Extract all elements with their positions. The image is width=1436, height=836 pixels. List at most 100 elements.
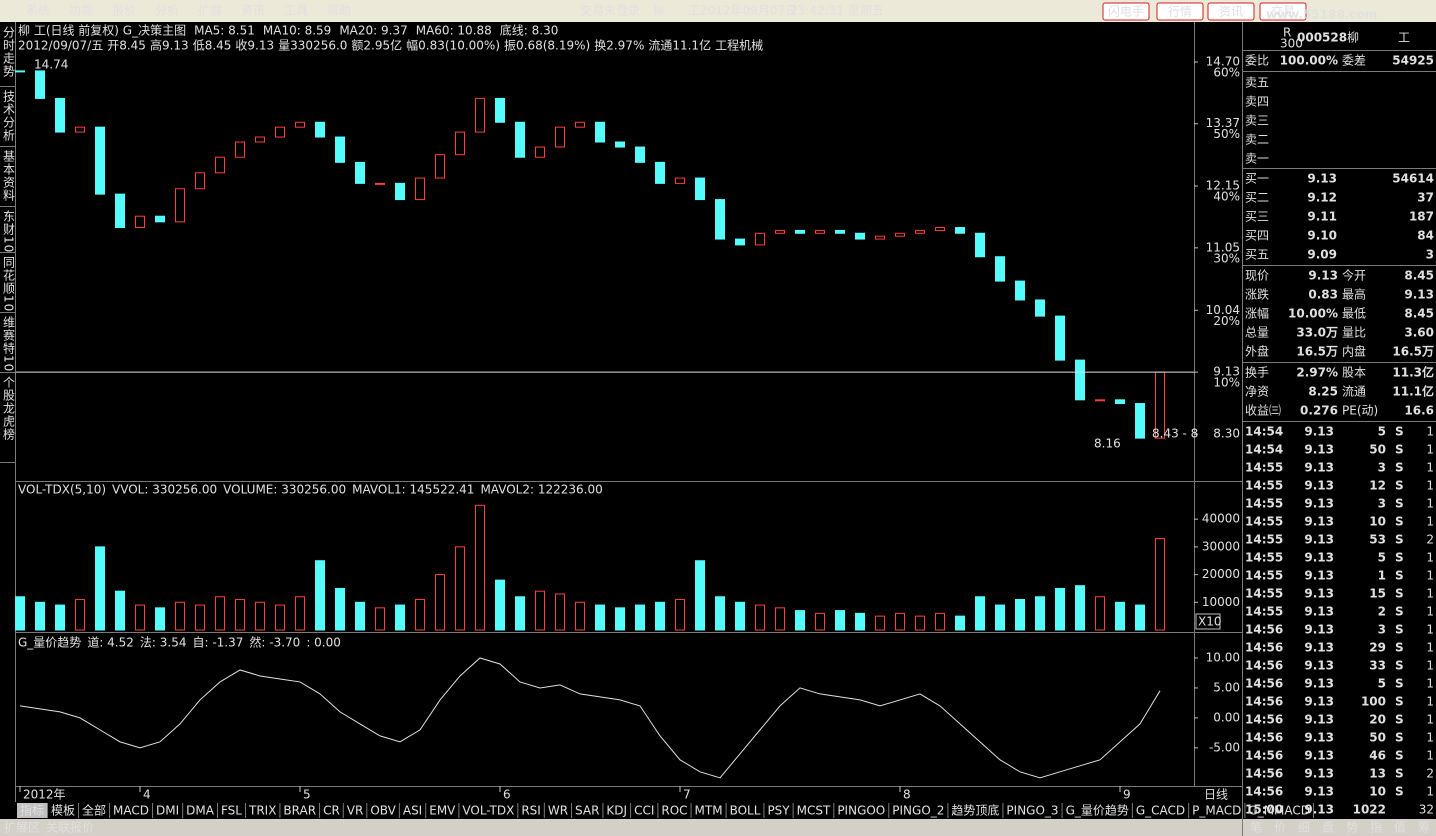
extra-tab[interactable]: 扩展区 — [4, 821, 40, 835]
indicator-tab[interactable]: CCI — [634, 804, 654, 818]
indicator-tab[interactable]: KDJ — [606, 804, 627, 818]
menu-item[interactable]: 工具 — [284, 4, 308, 18]
menu-item[interactable]: 报价 — [112, 3, 136, 18]
volume-bar — [135, 604, 145, 631]
x-tick-label: 8 — [903, 788, 911, 802]
indicator-tab[interactable]: CR — [323, 804, 340, 818]
menu-item[interactable]: 资讯 — [241, 4, 265, 18]
quote-tab[interactable]: 筹 — [1418, 821, 1430, 835]
tick-side: S — [1395, 731, 1404, 745]
tick-volume: 33 — [1369, 659, 1386, 673]
quote-tab[interactable]: 笔 — [1250, 820, 1262, 835]
side-tab[interactable]: 东财10 — [2, 210, 16, 254]
indicator-tab[interactable]: DMI — [156, 804, 179, 818]
quote-tab[interactable]: 细 — [1298, 821, 1310, 835]
indicator-tab[interactable]: RSI — [521, 804, 541, 818]
candle — [435, 154, 445, 179]
extra-tab[interactable]: 关联报价 — [46, 820, 94, 835]
menu-item[interactable]: 功能 — [69, 4, 93, 18]
menu-button[interactable] — [1259, 2, 1307, 21]
tick-count: 1 — [1426, 785, 1434, 799]
tick-count: 2 — [1426, 767, 1434, 781]
chart-header: 柳 工(日线 前复权) G_决策主图 — [18, 23, 186, 38]
indicator-tab[interactable]: ROC — [661, 804, 687, 818]
side-tab[interactable]: 技术分析 — [2, 90, 16, 142]
indicator-tab[interactable]: PINGO_3 — [1006, 804, 1058, 818]
indicator-tab[interactable]: MACD — [113, 804, 149, 818]
volume-bar — [315, 560, 325, 631]
menu-item[interactable]: 系统 — [26, 4, 50, 18]
indicator-tab[interactable]: MTM — [695, 804, 723, 818]
indicator-tab[interactable]: P_MACD — [1192, 804, 1241, 818]
menu-button-label[interactable]: 交易 — [1271, 4, 1295, 19]
menu-button-label[interactable]: 资讯 — [1219, 5, 1243, 19]
candle — [655, 161, 665, 184]
menu-item[interactable]: 扩展 — [198, 4, 222, 18]
y-tick-label: 13.37 — [1206, 116, 1240, 130]
pct-label: 10% — [1213, 376, 1240, 390]
side-tab[interactable]: 分时走势 — [2, 26, 16, 78]
indicator-tab[interactable]: PINGOO — [837, 804, 885, 818]
indicator-tab[interactable]: G_量价趋势 — [1066, 804, 1129, 818]
side-tab[interactable]: 同花顺10 — [2, 256, 16, 312]
menu-button-label[interactable]: 闪电手 — [1108, 5, 1144, 19]
quote-tab[interactable]: 值 — [1394, 820, 1406, 835]
indicator-tab[interactable]: MCST — [797, 804, 831, 818]
indicator-tab[interactable]: G_CACD — [1136, 804, 1185, 818]
y-tick-label: -5.00 — [1209, 740, 1240, 754]
side-tab[interactable]: 个股龙虎榜 — [2, 376, 16, 441]
quote-tab[interactable]: 盘 — [1322, 820, 1334, 835]
tick-time: 14:54 — [1245, 425, 1283, 439]
candle — [835, 229, 845, 234]
chart-info: 高9.13 — [150, 38, 189, 53]
tick-price: 9.13 — [1304, 803, 1334, 817]
y-tick-label: 40000 — [1202, 512, 1240, 526]
indicator-tab[interactable]: SAR — [575, 804, 599, 818]
indicator-tab[interactable]: EMV — [429, 804, 456, 818]
chart-info: 量330256.0 — [278, 39, 347, 53]
menu-button[interactable] — [1207, 2, 1255, 21]
tick-side: S — [1395, 767, 1404, 781]
stat-label: PE(动) — [1342, 404, 1378, 418]
indicator-tab[interactable]: OBV — [370, 804, 396, 818]
tick-time: 14:55 — [1245, 461, 1283, 475]
candle — [635, 146, 645, 163]
indicator-tab[interactable]: DMA — [186, 804, 215, 818]
candle — [1115, 399, 1125, 405]
indicator-tab[interactable]: VR — [347, 804, 364, 818]
indicator-tab[interactable]: VOL-TDX — [462, 804, 514, 818]
indicator-tab[interactable]: ASI — [403, 804, 422, 818]
candle — [615, 141, 625, 148]
indicator-tab[interactable]: PINGO_2 — [892, 804, 944, 818]
quote-tab[interactable]: 势 — [1346, 821, 1358, 835]
indicator-tab[interactable]: WR — [548, 804, 568, 818]
indicator-tab[interactable]: 趋势顶底 — [951, 803, 999, 818]
stat-label: 现价 — [1245, 269, 1269, 283]
tick-count: 1 — [1426, 641, 1434, 655]
indicator-tab[interactable]: 全部 — [82, 803, 106, 818]
candle — [975, 232, 985, 258]
tick-side: S — [1395, 695, 1404, 709]
indicator-tab[interactable]: TRIX — [248, 804, 276, 818]
menu-item[interactable]: 帮助 — [327, 4, 351, 18]
side-tab[interactable]: 维赛特10 — [2, 316, 16, 373]
quote-tab[interactable]: 指 — [1370, 820, 1382, 835]
indicator-tab[interactable]: FSL — [221, 804, 242, 818]
tick-time: 14:54 — [1245, 443, 1283, 457]
indicator-tab[interactable]: PSY — [767, 804, 790, 818]
side-tab[interactable]: 基本资料 — [2, 150, 16, 202]
menu-button-label[interactable]: 行情 — [1168, 5, 1192, 19]
indicator-tab[interactable]: 模板 — [51, 804, 75, 818]
indicator-tab[interactable]: 指标 — [20, 803, 44, 818]
menu-button[interactable] — [1102, 2, 1150, 21]
indicator-tab[interactable]: BRAR — [283, 804, 316, 818]
volume-bar — [615, 607, 625, 631]
tick-price: 9.13 — [1304, 569, 1334, 583]
quote-tab[interactable]: 价 — [1274, 821, 1286, 835]
indicator-tab[interactable]: G_MMACD — [1248, 804, 1310, 818]
candle — [795, 229, 805, 234]
volume-bar — [815, 612, 825, 631]
menu-button[interactable] — [1156, 2, 1204, 21]
menu-item[interactable]: 分析 — [155, 4, 179, 18]
indicator-tab[interactable]: BOLL — [730, 804, 761, 818]
